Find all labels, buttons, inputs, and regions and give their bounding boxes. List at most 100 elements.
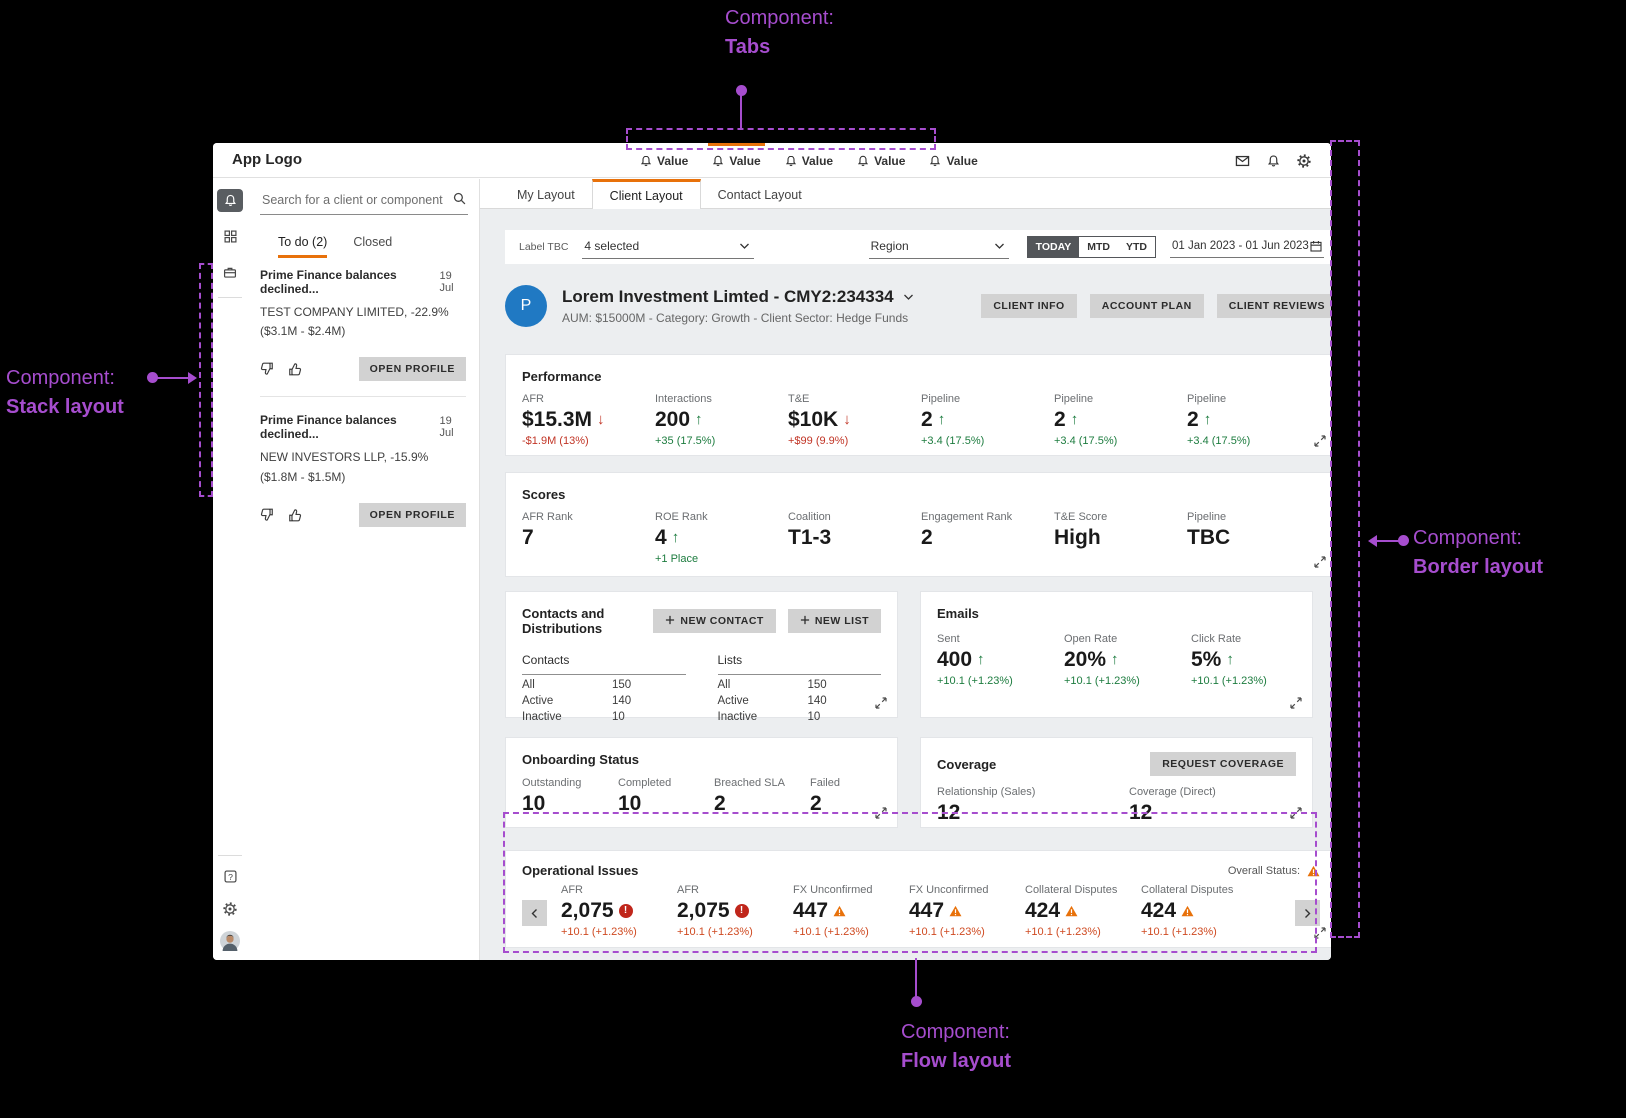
table-row: All 150: [522, 679, 632, 691]
performance-card: Performance AFR $15.3M ↓ -$1.9M (13%) Int…: [505, 354, 1331, 456]
rail-notifications-button[interactable]: [217, 189, 243, 212]
bell-icon[interactable]: [1267, 154, 1280, 168]
expand-icon[interactable]: [875, 807, 887, 819]
mail-icon[interactable]: [1235, 154, 1250, 168]
date-range-picker[interactable]: 01 Jan 2023 - 01 Jun 2023: [1170, 237, 1324, 258]
metric-afr-rank: AFR Rank 7: [522, 511, 573, 549]
bell-icon: [640, 155, 652, 167]
notification-date: 19 Jul: [439, 415, 454, 440]
metric-completed: Completed 10: [618, 777, 672, 815]
request-coverage-button[interactable]: REQUEST COVERAGE: [1150, 752, 1296, 776]
trend-up-icon: ↑: [1070, 411, 1079, 429]
plus-icon: [665, 615, 676, 625]
warning-icon: [949, 905, 962, 917]
client-reviews-button[interactable]: CLIENT REVIEWS: [1216, 294, 1331, 318]
segment-mtd[interactable]: MTD: [1087, 241, 1110, 253]
connector-dot: [1398, 535, 1409, 546]
expand-icon[interactable]: [1290, 807, 1302, 819]
segment-ytd[interactable]: YTD: [1126, 241, 1147, 253]
trend-up-icon: ↑: [1203, 411, 1212, 429]
header-nav-item-active[interactable]: Value: [700, 143, 772, 178]
connector-dot: [736, 85, 747, 96]
new-contact-button[interactable]: NEW CONTACT: [653, 609, 776, 633]
notification-title: Prime Finance balances declined...: [260, 413, 397, 442]
table-row: Active 140: [522, 695, 632, 707]
metric-engagement-rank: Engagement Rank 2: [921, 511, 1013, 549]
filter-label: Label TBC: [519, 241, 569, 253]
trend-up-icon: ↑: [1226, 651, 1234, 669]
bell-icon: [929, 155, 941, 167]
open-profile-button[interactable]: OPEN PROFILE: [358, 502, 466, 527]
account-plan-button[interactable]: ACCOUNT PLAN: [1089, 294, 1204, 318]
metric-breached-sla: Breached SLA 2: [714, 777, 785, 815]
search-input[interactable]: [262, 193, 446, 207]
thumbs-down-icon[interactable]: [260, 362, 274, 376]
connector-line: [915, 958, 917, 998]
settings-gear-icon[interactable]: [217, 897, 243, 920]
header-nav-label: Value: [729, 153, 761, 168]
divider: [260, 396, 466, 398]
contacts-table: Contacts All 150 Active 140 Inactive 10: [522, 653, 686, 723]
period-segmented-control: TODAY MTD YTD: [1026, 236, 1156, 258]
highlight-border-region: [1330, 140, 1360, 938]
region-dropdown[interactable]: Region: [868, 236, 1009, 259]
card-title: Operational Issues: [522, 863, 639, 878]
trend-up-icon: ↑: [1111, 651, 1119, 669]
tab-contact-layout[interactable]: Contact Layout: [717, 188, 802, 202]
rail-briefcase-button[interactable]: [217, 261, 243, 284]
metric-afr: AFR $15.3M ↓ -$1.9M (13%): [522, 393, 605, 448]
tab-client-layout[interactable]: Client Layout: [591, 179, 701, 209]
multiselect-dropdown[interactable]: 4 selected: [582, 236, 755, 259]
expand-icon[interactable]: [875, 697, 887, 709]
open-profile-button[interactable]: OPEN PROFILE: [358, 357, 466, 382]
thumbs-down-icon[interactable]: [260, 508, 274, 522]
annotation-tabs: Component: Tabs: [725, 4, 834, 62]
metric-pipeline: Pipeline 2 ↑ +3.4 (17.5%): [1187, 393, 1251, 448]
card-title: Emails: [937, 606, 979, 621]
chevron-down-icon[interactable]: [903, 293, 914, 301]
help-icon[interactable]: [217, 865, 243, 888]
rail-dashboard-button[interactable]: [217, 225, 243, 248]
header-nav-item[interactable]: Value: [845, 143, 917, 178]
thumbs-up-icon[interactable]: [288, 508, 302, 522]
client-info-button[interactable]: CLIENT INFO: [981, 294, 1077, 318]
segment-today[interactable]: TODAY: [1027, 237, 1080, 257]
header-nav-item[interactable]: Value: [628, 143, 700, 178]
annotation-border-layout: Component: Border layout: [1413, 524, 1543, 582]
connector-arrow: [1368, 535, 1377, 547]
tab-my-layout[interactable]: My Layout: [517, 188, 575, 202]
annotation-prefix: Component:: [1413, 527, 1522, 549]
expand-icon[interactable]: [1314, 927, 1326, 939]
user-avatar[interactable]: [217, 929, 243, 952]
tab-closed[interactable]: Closed: [353, 235, 393, 249]
thumbs-up-icon[interactable]: [288, 362, 302, 376]
header-nav-item[interactable]: Value: [917, 143, 989, 178]
chevron-down-icon: [994, 242, 1005, 250]
annotation-name: Stack layout: [6, 396, 124, 418]
annotation-name: Tabs: [725, 36, 771, 58]
main-panel: My Layout Client Layout Contact Layout L…: [480, 179, 1331, 960]
trend-up-icon: ↑: [977, 651, 985, 669]
connector-line: [156, 377, 189, 379]
expand-icon[interactable]: [1314, 435, 1326, 447]
metric-collateral-disputes: Collateral Disputes 424 +10.1 (+1.23%): [1141, 884, 1234, 939]
metric-interactions: Interactions 200 ↑ +35 (17.5%): [655, 393, 716, 448]
connector-dot: [147, 372, 158, 383]
connector-line: [740, 94, 742, 128]
sidebar-tabs: To do (2) Closed: [278, 235, 479, 258]
tab-todo[interactable]: To do (2): [278, 235, 328, 258]
expand-icon[interactable]: [1314, 556, 1326, 568]
scroll-right-button[interactable]: [1295, 900, 1320, 926]
new-list-button[interactable]: NEW LIST: [787, 609, 881, 633]
header-nav-label: Value: [874, 153, 906, 168]
contacts-card: Contacts and Distributions NEW CONTACT N…: [505, 591, 898, 723]
error-icon: !: [618, 904, 633, 919]
scroll-left-button[interactable]: [522, 900, 547, 926]
header-nav-item[interactable]: Value: [773, 143, 845, 178]
client-header: P Lorem Investment Limted - CMY2:234334 …: [505, 281, 1331, 331]
expand-icon[interactable]: [1290, 697, 1302, 709]
client-avatar: P: [505, 285, 547, 327]
bell-icon: [712, 155, 724, 167]
gear-icon[interactable]: [1297, 153, 1311, 168]
search-icon[interactable]: [453, 192, 466, 205]
